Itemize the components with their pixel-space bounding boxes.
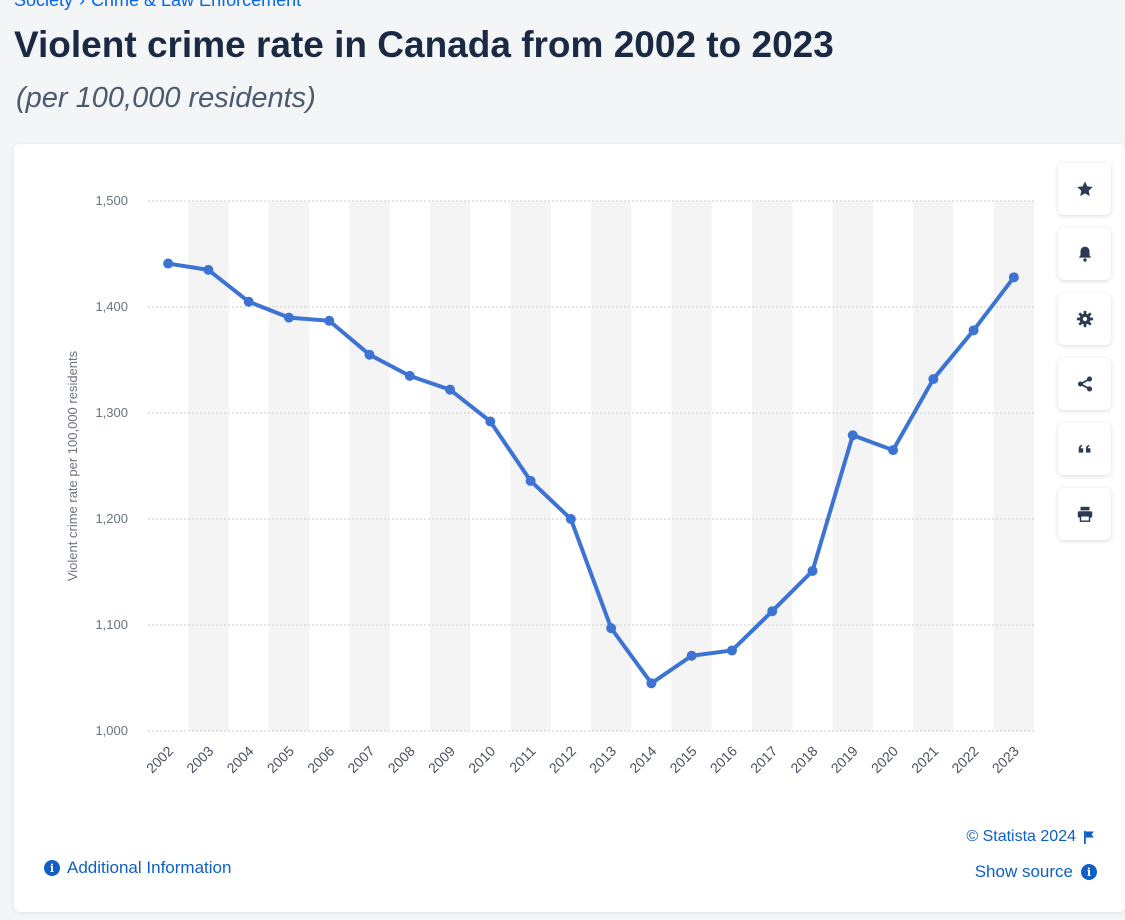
page-subtitle: (per 100,000 residents) [16,82,316,114]
x-tick-label: 2005 [264,743,297,776]
info-icon: i [1081,864,1097,880]
column-band [671,201,712,731]
notification-button[interactable] [1058,228,1111,280]
x-tick-label: 2011 [506,743,539,776]
data-point [646,678,657,689]
show-source-link[interactable]: Show source i [975,862,1097,882]
data-point [364,349,375,360]
series-line [166,261,1016,686]
x-tick-label: 2008 [385,743,418,776]
star-icon [1076,181,1093,197]
line-chart: 1,000 1,100 1,200 1,300 1,400 1,500 Violent cr… [65,193,1034,776]
y-tick-label: 1,500 [95,193,128,208]
data-point [283,312,294,323]
column-band [913,201,954,731]
breadcrumb-parent[interactable]: Society [14,0,74,10]
x-tick-label: 2016 [707,743,740,776]
column-band [752,201,793,731]
x-tick-label: 2023 [989,743,1022,776]
y-tick-label: 1,200 [95,511,128,526]
x-tick-label: 2003 [183,743,216,776]
copyright-text: © Statista 2024 [966,828,1076,845]
x-tick-label: 2022 [948,743,981,776]
x-tick-label: 2014 [626,743,659,776]
data-point [404,370,415,381]
breadcrumb-separator: › [79,0,86,10]
column-band [993,201,1034,731]
x-tick-label: 2015 [666,743,699,776]
x-tick-label: 2019 [828,743,861,776]
x-tick-label: 2010 [465,743,498,776]
y-tick-label: 1,100 [95,617,128,632]
additional-information-link[interactable]: i Additional Information [44,858,231,878]
x-tick-label: 2021 [908,743,941,776]
data-point [606,623,617,634]
gear-icon [1076,310,1093,328]
show-source-label: Show source [974,862,1073,881]
data-point [243,296,254,307]
bell-icon [1078,246,1091,262]
y-tick-label: 1,300 [95,405,128,420]
bookmark-button[interactable] [1058,163,1111,215]
data-point [1008,272,1019,283]
copyright: © Statista 2024 [966,828,1095,846]
x-tick-label: 2002 [143,743,176,776]
column-band [268,201,310,731]
x-tick-label: 2012 [546,743,579,776]
data-point [968,325,979,336]
data-point [163,258,174,269]
cite-button[interactable] [1058,423,1111,475]
x-tick-label: 2004 [223,743,256,776]
data-point [324,315,335,326]
flag-icon[interactable] [1084,830,1095,844]
y-tick-label: 1,000 [95,723,128,738]
settings-button[interactable] [1058,293,1111,345]
data-point [888,445,899,456]
quote-icon [1078,444,1090,453]
column-band [832,201,873,731]
x-tick-label: 2007 [344,743,377,776]
data-point [445,384,456,395]
info-icon: i [44,860,60,876]
data-point [203,264,214,275]
y-axis-label: Violent crime rate per 100,000 residents [65,350,80,581]
x-tick-label: 2018 [787,743,820,776]
x-tick-label: 2017 [747,743,780,776]
data-point [928,374,939,385]
column-band [591,201,632,731]
data-point [485,416,496,427]
x-tick-label: 2006 [304,743,337,776]
data-point [807,565,818,576]
breadcrumb-current[interactable]: Crime & Law Enforcement [91,0,302,10]
printer-icon [1077,506,1092,522]
additional-information-label: Additional Information [67,858,232,877]
data-point [686,650,697,661]
column-band [510,201,551,731]
data-point [767,606,778,617]
print-button[interactable] [1058,488,1111,540]
column-band [188,201,229,731]
column-band [349,201,390,731]
share-icon [1077,376,1092,392]
x-tick-label: 2013 [586,743,619,776]
data-point [726,645,737,656]
y-tick-label: 1,400 [95,299,128,314]
page-title: Violent crime rate in Canada from 2002 t… [14,24,834,65]
column-band [429,201,471,731]
x-tick-label: 2020 [868,743,901,776]
share-button[interactable] [1058,358,1111,410]
data-point [565,514,576,524]
x-tick-label: 2009 [425,743,458,776]
data-point [525,475,536,486]
breadcrumb: Society › Crime & Law Enforcement [14,0,301,11]
data-point [847,430,858,441]
